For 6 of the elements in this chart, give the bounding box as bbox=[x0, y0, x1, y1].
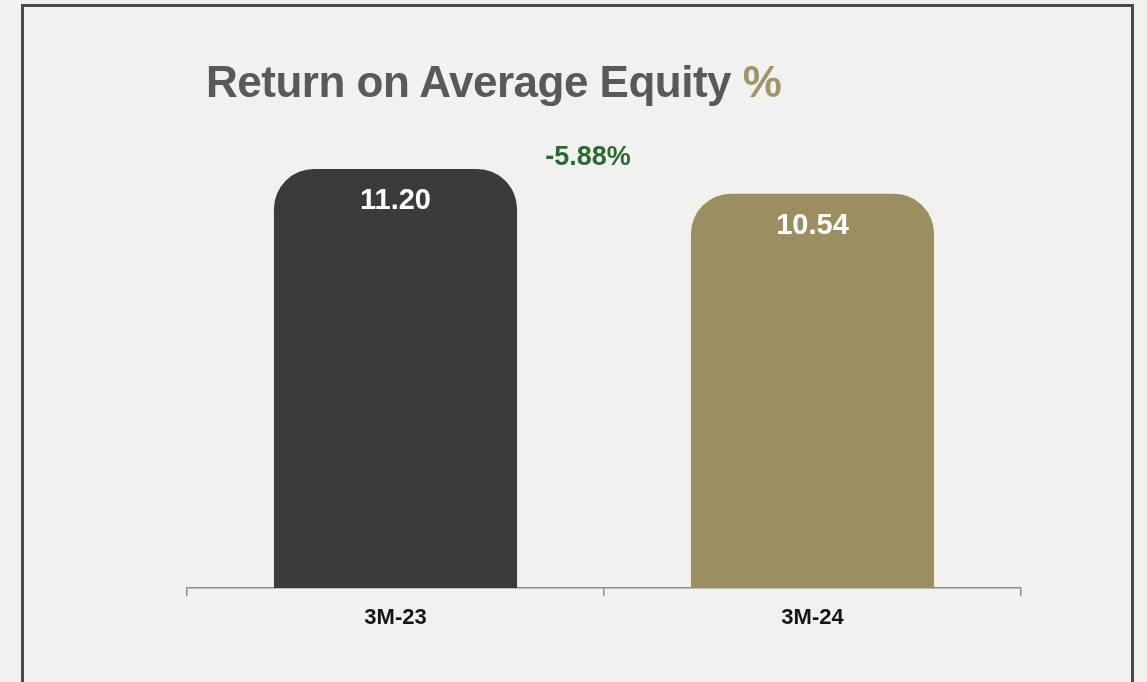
data-label: 11.20 bbox=[360, 183, 431, 215]
annotation: -5.88% bbox=[545, 141, 631, 172]
chart-title: Return on Average Equity % bbox=[206, 57, 782, 107]
x-tick-label: 3M-23 bbox=[364, 604, 427, 630]
data-label: 10.54 bbox=[776, 207, 849, 240]
x-tick-label: 3M-24 bbox=[781, 604, 845, 630]
